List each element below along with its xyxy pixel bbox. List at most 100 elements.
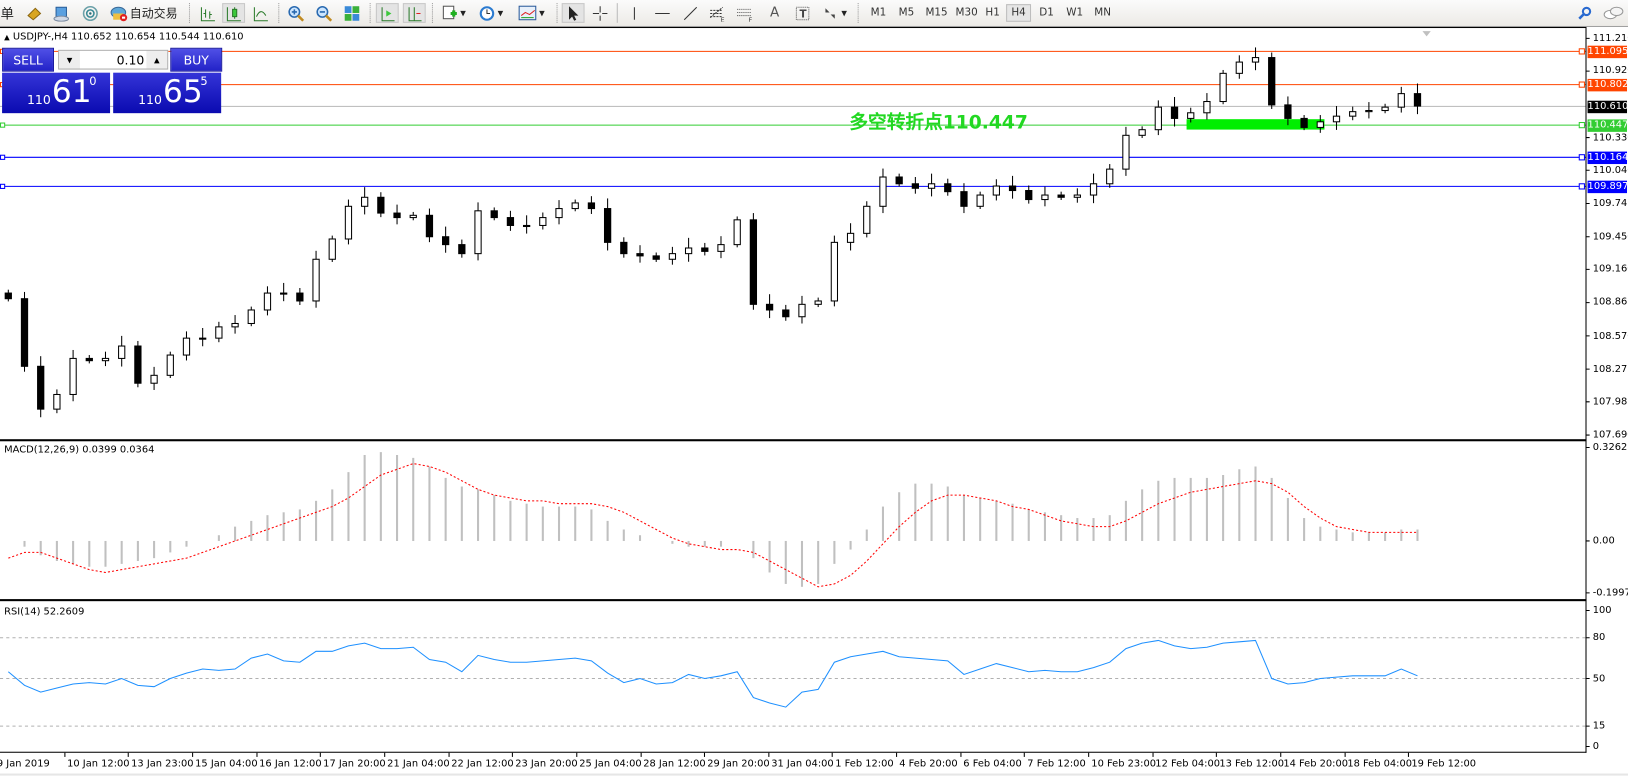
- arrows-icon[interactable]: ▼: [819, 3, 850, 23]
- time-tick-label: 13 Jan 23:00: [131, 757, 194, 770]
- time-tick: [576, 752, 578, 757]
- bear-candle: [1057, 194, 1065, 198]
- buy-price-prefix: 110: [138, 92, 162, 107]
- candlestick-icon[interactable]: [222, 3, 246, 23]
- collapse-triangle-icon[interactable]: ▲: [4, 33, 10, 42]
- timeframe-mn[interactable]: MN: [1094, 7, 1112, 19]
- chart-shift-icon[interactable]: [402, 3, 426, 23]
- timeframe-m1[interactable]: M1: [870, 7, 887, 19]
- bull-candle: [101, 357, 110, 362]
- price-tick-label: 109.450: [1592, 231, 1628, 243]
- time-tick: [960, 752, 962, 757]
- price-level-label: 110.164: [1587, 151, 1628, 164]
- vertical-line-icon[interactable]: [623, 3, 646, 23]
- cursor-icon[interactable]: [561, 3, 585, 23]
- bear-candle: [506, 217, 515, 226]
- bear-candle: [1284, 104, 1292, 119]
- level-line-handle: [1578, 81, 1585, 88]
- pivot-annotation[interactable]: 多空转折点110.447: [849, 112, 1028, 134]
- time-tick-label: 19 Feb 12:00: [1411, 757, 1477, 770]
- timeframe-m15[interactable]: M15: [925, 7, 948, 19]
- bear-candle: [782, 309, 790, 318]
- timeframe-h1[interactable]: H1: [985, 7, 1000, 19]
- bull-candle: [182, 337, 191, 356]
- price-tick-label: 108.570: [1592, 330, 1628, 342]
- chart-shift-marker-icon: [1422, 31, 1431, 37]
- auto-trading-icon[interactable]: [108, 3, 131, 23]
- price-tick-label: 109.160: [1592, 263, 1628, 276]
- time-tick-label: 12 Feb 04:00: [1155, 757, 1221, 770]
- indicators-icon[interactable]: ▼: [438, 3, 469, 23]
- autoscroll-icon[interactable]: [375, 3, 399, 23]
- crosshair-icon[interactable]: [589, 3, 612, 23]
- fibonacci-icon[interactable]: E: [706, 3, 729, 23]
- buy-button[interactable]: BUY: [170, 47, 223, 72]
- lot-decrease-icon[interactable]: ▼: [59, 50, 80, 69]
- timeframe-m30[interactable]: M30: [955, 7, 978, 19]
- level-line-handle: [0, 154, 6, 160]
- bull-candle: [539, 217, 547, 226]
- buy-price-box[interactable]: 110 65 5: [113, 72, 222, 114]
- timeframe-w1[interactable]: W1: [1066, 7, 1084, 19]
- time-tick-label: 18 Feb 04:00: [1347, 757, 1413, 770]
- bull-candle: [1397, 93, 1405, 108]
- toolbar-separator: [556, 3, 560, 23]
- rsi-tick-label: 50: [1592, 672, 1606, 685]
- zoom-out-icon[interactable]: [313, 3, 336, 23]
- sell-price-prefix: 110: [26, 92, 51, 107]
- templates-icon[interactable]: ▼: [515, 3, 548, 23]
- menu-item-fragment[interactable]: 单: [0, 7, 15, 23]
- bear-candle: [652, 255, 660, 260]
- sell-price-pips: 61: [51, 73, 92, 111]
- bull-candle: [1187, 112, 1195, 119]
- new-order-icon[interactable]: [23, 3, 46, 23]
- timeframe-d1[interactable]: D1: [1039, 7, 1054, 19]
- bull-candle: [1219, 72, 1227, 103]
- signals-icon[interactable]: [79, 3, 102, 23]
- bear-candle: [1008, 185, 1017, 192]
- time-tick: [1216, 752, 1218, 757]
- bull-candle: [474, 210, 482, 255]
- sell-button[interactable]: SELL: [2, 47, 54, 72]
- bear-candle: [1170, 106, 1179, 119]
- text-label-icon[interactable]: T: [791, 3, 814, 23]
- text-icon[interactable]: A: [769, 5, 780, 21]
- bull-candle: [814, 300, 822, 305]
- rsi-label: RSI(14) 52.2609: [4, 606, 85, 618]
- channel-icon[interactable]: F: [734, 3, 757, 23]
- bull-candle: [830, 241, 839, 302]
- lot-increase-icon[interactable]: ▲: [146, 50, 168, 69]
- toolbar-separator: [616, 3, 620, 23]
- auto-trading-label[interactable]: 自动交易: [129, 5, 178, 21]
- level-line-handle: [0, 183, 6, 189]
- bull-candle: [199, 337, 207, 340]
- tile-windows-icon[interactable]: [341, 3, 364, 23]
- price-tick-label: 107.690: [1592, 429, 1628, 441]
- svg-text:E: E: [721, 16, 725, 21]
- bull-candle: [69, 357, 77, 396]
- timeframe-m5[interactable]: M5: [898, 7, 915, 19]
- periods-icon[interactable]: ▼: [476, 3, 507, 23]
- chat-icon[interactable]: [1601, 3, 1626, 23]
- search-icon[interactable]: [1573, 3, 1596, 23]
- market-watch-icon[interactable]: [50, 3, 73, 23]
- trendline-icon[interactable]: [679, 3, 702, 23]
- time-tick: [640, 752, 642, 757]
- timeframe-h4[interactable]: H4: [1006, 4, 1032, 22]
- bull-candle: [927, 183, 936, 189]
- lot-size-stepper[interactable]: ▼ ▲: [58, 49, 169, 70]
- bar-chart-icon[interactable]: [196, 3, 219, 23]
- bull-candle: [118, 345, 126, 359]
- zoom-in-icon[interactable]: [284, 3, 307, 23]
- line-chart-icon[interactable]: [249, 3, 272, 23]
- bear-candle: [1300, 117, 1308, 128]
- sell-price-box[interactable]: 110 61 0: [2, 72, 111, 114]
- bull-candle: [863, 205, 871, 234]
- toolbar: 单 自动交易 ▼ ▼ ▼ E F A T ▼ M1 M5 M15: [0, 0, 1628, 27]
- lot-size-input[interactable]: [79, 50, 147, 69]
- horizontal-line-icon[interactable]: [651, 3, 674, 23]
- rsi-tick-label: 15: [1592, 720, 1606, 732]
- bear-candle: [1025, 190, 1033, 201]
